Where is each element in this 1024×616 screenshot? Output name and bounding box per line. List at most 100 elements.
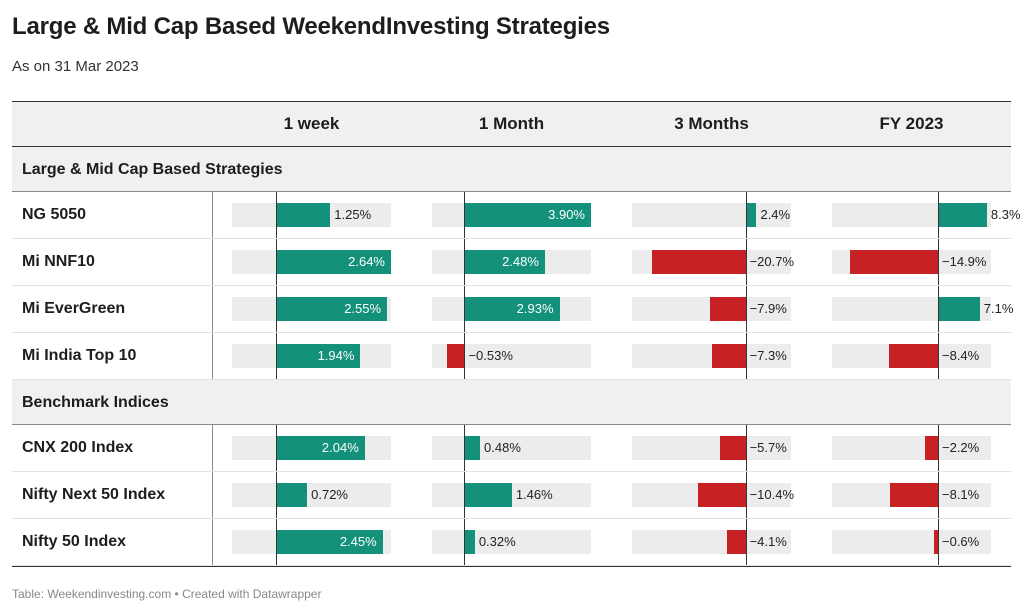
zero-line	[938, 472, 939, 518]
zero-line	[938, 425, 939, 471]
column-header-fy-2023[interactable]: FY 2023	[879, 114, 944, 133]
positive-bar	[464, 203, 591, 227]
value-label: −7.9%	[749, 301, 787, 316]
value-cell: 2.4%	[612, 192, 811, 238]
zero-line	[275, 519, 277, 565]
zero-line	[275, 333, 277, 379]
value-cell: 1.46%	[412, 472, 611, 518]
table-row[interactable]: NG 5050 1.25% 3.90% 2.4% 8.3%	[12, 192, 1021, 239]
value-label: 0.48%	[484, 440, 521, 455]
value-label: 2.64%	[348, 254, 385, 269]
value-cell: 0.48%	[412, 425, 611, 471]
value-label: 7.1%	[983, 301, 1014, 316]
positive-bar	[938, 297, 980, 321]
zero-line	[938, 333, 939, 379]
bar-track	[832, 530, 991, 554]
positive-bar	[275, 436, 365, 460]
negative-bar	[888, 344, 938, 368]
value-cell: 1.25%	[212, 192, 411, 238]
row-label: Mi NNF10	[22, 253, 95, 270]
value-label: −8.4%	[942, 348, 980, 363]
bar-track	[432, 530, 591, 554]
negative-bar	[698, 483, 746, 507]
page-title: Large & Mid Cap Based WeekendInvesting S…	[12, 13, 610, 40]
zero-line	[464, 425, 466, 471]
row-divider	[212, 472, 213, 518]
zero-line	[745, 333, 747, 379]
value-label: 8.3%	[990, 207, 1021, 222]
value-label: −2.2%	[942, 440, 980, 455]
bar-track	[632, 344, 791, 368]
zero-line	[464, 239, 466, 285]
value-label: −10.4%	[749, 487, 795, 502]
table-header: 1 week 1 Month 3 Months FY 2023	[12, 101, 1011, 147]
value-cell: −5.7%	[612, 425, 811, 471]
value-cell: −4.1%	[612, 519, 811, 565]
table-bottom-rule	[12, 566, 1011, 567]
table-row[interactable]: CNX 200 Index 2.04% 0.48% −5.7% −2.2%	[12, 425, 1011, 472]
negative-bar	[709, 297, 746, 321]
table-row[interactable]: Nifty 50 Index 2.45% 0.32% −4.1% −0.6%	[12, 519, 1011, 566]
value-cell: −2.2%	[812, 425, 1011, 471]
negative-bar	[719, 436, 746, 460]
value-cell: 8.3%	[812, 192, 1021, 238]
row-label: Nifty Next 50 Index	[22, 486, 166, 503]
page-subtitle: As on 31 Mar 2023	[12, 58, 139, 75]
group-header-label: Large & Mid Cap Based Strategies	[22, 161, 283, 178]
value-label: −0.6%	[942, 534, 980, 549]
value-label: 2.55%	[344, 301, 382, 316]
positive-bar	[275, 483, 308, 507]
value-label: 0.72%	[311, 487, 348, 502]
value-label: 0.32%	[478, 534, 516, 549]
value-cell: 2.93%	[412, 286, 611, 332]
table-row[interactable]: Nifty Next 50 Index 0.72% 1.46% −10.4% −8.1%	[12, 472, 1011, 519]
positive-bar	[275, 297, 388, 321]
row-divider	[212, 192, 213, 238]
value-label: 1.25%	[334, 207, 372, 222]
row-label: CNX 200 Index	[22, 439, 134, 456]
value-cell: 2.45%	[212, 519, 411, 565]
value-label: −7.3%	[749, 348, 787, 363]
table-row[interactable]: Mi NNF10 2.64% 2.48% −20.7% −14.9%	[12, 239, 1011, 286]
row-divider	[212, 239, 213, 285]
row-divider	[212, 425, 213, 471]
positive-bar	[464, 436, 480, 460]
value-label: 2.04%	[321, 440, 359, 455]
value-cell: 2.48%	[412, 239, 611, 285]
negative-bar	[850, 250, 938, 274]
row-label: NG 5050	[22, 206, 87, 223]
row-divider	[212, 286, 213, 332]
negative-bar	[925, 436, 938, 460]
value-cell: 3.90%	[412, 192, 611, 238]
zero-line	[745, 472, 747, 518]
value-cell: −8.1%	[812, 472, 1011, 518]
value-cell: −0.6%	[812, 519, 1011, 565]
positive-bar	[464, 483, 512, 507]
group-header: Large & Mid Cap Based Strategies	[12, 147, 1011, 192]
value-cell: 7.1%	[812, 286, 1014, 332]
row-divider	[212, 333, 213, 379]
bar-track	[632, 436, 791, 460]
zero-line	[938, 239, 939, 285]
value-cell: −10.4%	[612, 472, 811, 518]
column-header-1-week[interactable]: 1 week	[283, 114, 340, 133]
table-row[interactable]: Mi India Top 10 1.94% −0.53% −7.3% −8.4%	[12, 333, 1011, 380]
zero-line	[275, 425, 277, 471]
column-header-1-month[interactable]: 1 Month	[478, 114, 545, 133]
zero-line	[745, 192, 747, 238]
zero-line	[275, 239, 277, 285]
column-header-3-months[interactable]: 3 Months	[674, 114, 749, 133]
bar-track	[432, 436, 591, 460]
zero-line	[745, 425, 747, 471]
table-row[interactable]: Mi EverGreen 2.55% 2.93% −7.9% 7.1%	[12, 286, 1014, 333]
value-cell: −0.53%	[412, 333, 611, 379]
zero-line	[275, 286, 277, 332]
negative-bar	[651, 250, 746, 274]
positive-bar	[464, 530, 475, 554]
bar-track	[632, 203, 791, 227]
negative-bar	[726, 530, 746, 554]
value-label: −20.7%	[749, 254, 795, 269]
zero-line	[938, 519, 939, 565]
value-label: 2.4%	[760, 207, 791, 222]
value-cell: −8.4%	[812, 333, 1011, 379]
